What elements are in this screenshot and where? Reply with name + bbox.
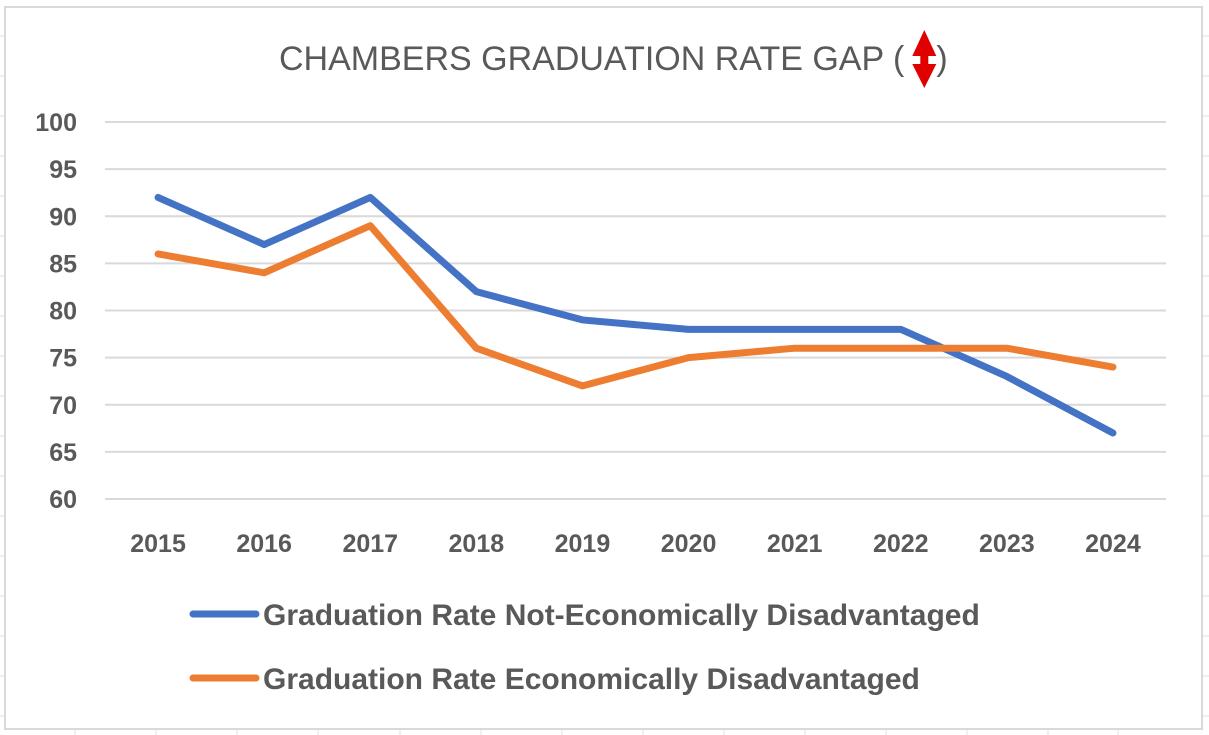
x-tick-label: 2018 [449, 530, 505, 558]
y-tick-label: 65 [49, 439, 77, 467]
chart-title: CHAMBERS GRADUATION RATE GAP ( ) [279, 30, 948, 88]
y-tick-label: 90 [49, 203, 77, 231]
series-line-economically-disadvantaged [154, 222, 1117, 390]
up-down-arrow-icon [912, 30, 937, 88]
y-tick-label: 95 [49, 156, 77, 184]
x-tick-label: 2021 [767, 530, 823, 558]
chart-title-text: CHAMBERS GRADUATION RATE GAP ( [279, 40, 905, 78]
y-axis-tick-labels: 60 65 70 75 80 85 90 95 100 [35, 109, 77, 514]
x-tick-label: 2017 [342, 530, 398, 558]
chart-title-close-paren: ) [936, 40, 947, 78]
arrow-down-part [912, 64, 937, 88]
x-tick-label: 2019 [555, 530, 611, 558]
series-line-not-economically-disadvantaged [154, 193, 1117, 437]
chart-area[interactable] [4, 6, 1203, 730]
gridlines [105, 121, 1166, 500]
x-tick-label: 2024 [1085, 530, 1141, 558]
legend: Graduation Rate Not-Economically Disadva… [189, 599, 980, 696]
x-tick-label: 2022 [873, 530, 929, 558]
legend-label: Graduation Rate Not-Economically Disadva… [263, 599, 980, 632]
y-tick-label: 85 [49, 250, 77, 278]
y-tick-label: 75 [49, 345, 77, 373]
legend-label: Graduation Rate Economically Disadvantag… [263, 663, 920, 696]
y-tick-label: 60 [49, 486, 77, 514]
x-tick-label: 2023 [979, 530, 1035, 558]
arrow-shaft [920, 54, 929, 66]
y-tick-label: 100 [35, 109, 77, 137]
x-tick-label: 2016 [236, 530, 292, 558]
x-tick-label: 2020 [661, 530, 717, 558]
arrow-up-part [912, 30, 937, 56]
x-tick-label: 2015 [130, 530, 186, 558]
y-tick-label: 80 [49, 298, 77, 326]
x-axis-tick-labels: 2015 2016 2017 2018 2019 2020 2021 2022 2023 2024 [130, 530, 1141, 558]
y-tick-label: 70 [49, 392, 77, 420]
series-lines [154, 193, 1117, 437]
